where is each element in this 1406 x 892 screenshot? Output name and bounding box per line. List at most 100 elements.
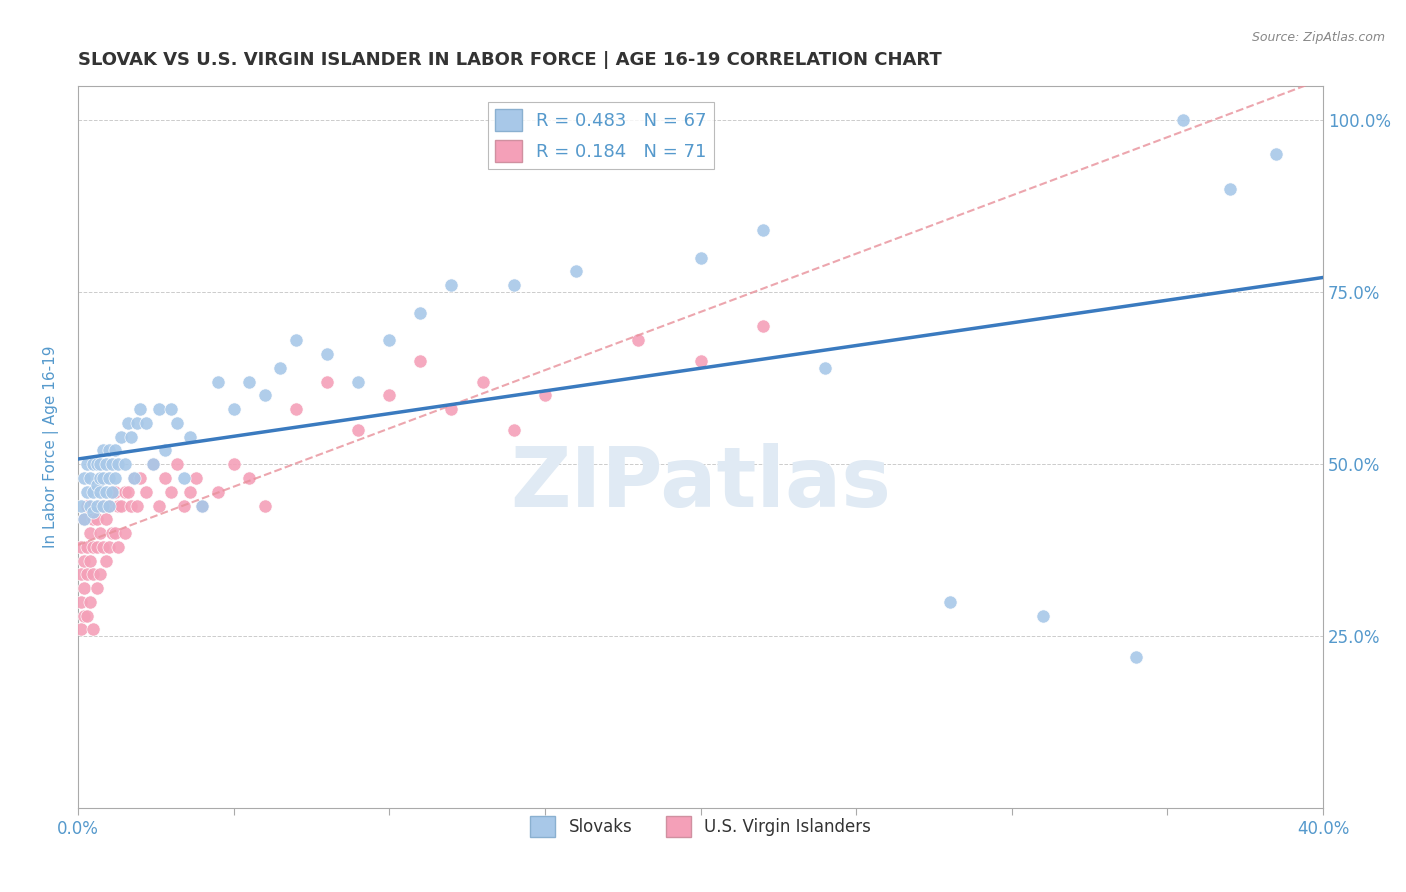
Point bbox=[135, 416, 157, 430]
Point bbox=[179, 430, 201, 444]
Point bbox=[409, 306, 432, 320]
Point bbox=[222, 402, 245, 417]
Point bbox=[89, 567, 111, 582]
Point bbox=[98, 499, 121, 513]
Point bbox=[101, 526, 124, 541]
Point bbox=[82, 540, 104, 554]
Point bbox=[148, 402, 170, 417]
Point bbox=[173, 499, 195, 513]
Point bbox=[166, 457, 188, 471]
Point bbox=[82, 567, 104, 582]
Point bbox=[89, 526, 111, 541]
Point bbox=[122, 471, 145, 485]
Point bbox=[76, 540, 98, 554]
Point bbox=[120, 499, 142, 513]
Point bbox=[148, 499, 170, 513]
Point bbox=[135, 484, 157, 499]
Point bbox=[238, 375, 260, 389]
Point bbox=[79, 471, 101, 485]
Point bbox=[153, 471, 176, 485]
Point bbox=[86, 499, 108, 513]
Point bbox=[91, 499, 114, 513]
Point bbox=[70, 499, 93, 513]
Point bbox=[98, 443, 121, 458]
Point bbox=[191, 499, 214, 513]
Text: ZIPatlas: ZIPatlas bbox=[510, 442, 891, 524]
Point bbox=[938, 595, 960, 609]
Point bbox=[76, 567, 98, 582]
Point bbox=[440, 278, 463, 293]
Point bbox=[98, 540, 121, 554]
Point bbox=[207, 375, 229, 389]
Point bbox=[91, 540, 114, 554]
Point bbox=[89, 457, 111, 471]
Legend: Slovaks, U.S. Virgin Islanders: Slovaks, U.S. Virgin Islanders bbox=[523, 810, 877, 844]
Y-axis label: In Labor Force | Age 16-19: In Labor Force | Age 16-19 bbox=[44, 346, 59, 549]
Point bbox=[94, 484, 117, 499]
Point bbox=[110, 499, 132, 513]
Point bbox=[76, 484, 98, 499]
Point bbox=[94, 553, 117, 567]
Point bbox=[70, 540, 93, 554]
Point bbox=[70, 567, 93, 582]
Point bbox=[91, 443, 114, 458]
Point bbox=[104, 526, 127, 541]
Point bbox=[627, 333, 650, 347]
Point bbox=[104, 471, 127, 485]
Point bbox=[107, 540, 129, 554]
Point bbox=[98, 499, 121, 513]
Point bbox=[101, 484, 124, 499]
Point bbox=[73, 512, 96, 526]
Point bbox=[104, 443, 127, 458]
Point bbox=[104, 484, 127, 499]
Point bbox=[86, 540, 108, 554]
Point bbox=[76, 608, 98, 623]
Point bbox=[534, 388, 557, 402]
Point bbox=[94, 457, 117, 471]
Point bbox=[1219, 182, 1241, 196]
Point bbox=[284, 333, 307, 347]
Point bbox=[79, 499, 101, 513]
Point bbox=[120, 430, 142, 444]
Point bbox=[814, 360, 837, 375]
Point bbox=[91, 499, 114, 513]
Point bbox=[378, 333, 401, 347]
Text: Source: ZipAtlas.com: Source: ZipAtlas.com bbox=[1251, 31, 1385, 45]
Point bbox=[79, 595, 101, 609]
Point bbox=[86, 457, 108, 471]
Point bbox=[82, 512, 104, 526]
Point bbox=[101, 484, 124, 499]
Point bbox=[125, 416, 148, 430]
Point bbox=[142, 457, 165, 471]
Point bbox=[347, 423, 370, 437]
Point bbox=[73, 553, 96, 567]
Point bbox=[440, 402, 463, 417]
Point bbox=[129, 402, 152, 417]
Point bbox=[471, 375, 494, 389]
Point bbox=[98, 471, 121, 485]
Point bbox=[82, 484, 104, 499]
Point bbox=[253, 499, 276, 513]
Text: SLOVAK VS U.S. VIRGIN ISLANDER IN LABOR FORCE | AGE 16-19 CORRELATION CHART: SLOVAK VS U.S. VIRGIN ISLANDER IN LABOR … bbox=[77, 51, 942, 69]
Point bbox=[179, 484, 201, 499]
Point bbox=[153, 443, 176, 458]
Point bbox=[565, 264, 588, 278]
Point bbox=[107, 457, 129, 471]
Point bbox=[689, 251, 711, 265]
Point bbox=[142, 457, 165, 471]
Point bbox=[689, 354, 711, 368]
Point bbox=[91, 471, 114, 485]
Point bbox=[166, 416, 188, 430]
Point bbox=[191, 499, 214, 513]
Point bbox=[269, 360, 291, 375]
Point bbox=[89, 471, 111, 485]
Point bbox=[1125, 650, 1147, 665]
Point bbox=[114, 526, 136, 541]
Point bbox=[117, 416, 139, 430]
Point bbox=[70, 623, 93, 637]
Point bbox=[502, 423, 524, 437]
Point bbox=[82, 623, 104, 637]
Point bbox=[89, 499, 111, 513]
Point bbox=[752, 319, 775, 334]
Point bbox=[79, 526, 101, 541]
